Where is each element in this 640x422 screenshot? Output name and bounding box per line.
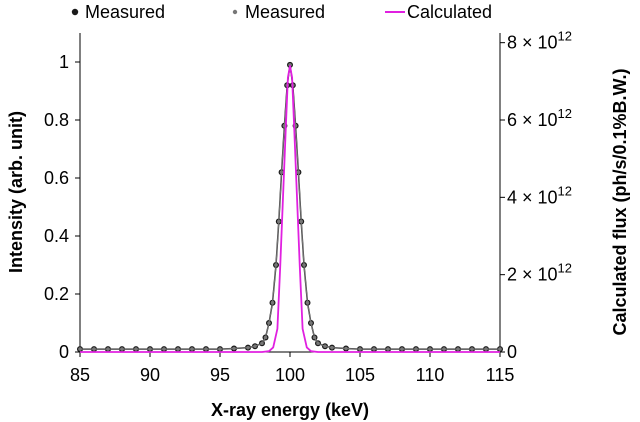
y-tick-label: 1 [59, 52, 69, 72]
data-point-measured-small [305, 300, 310, 305]
data-point-measured-small [316, 341, 320, 346]
data-point-measured-small [274, 263, 278, 267]
legend-marker-measured-small [232, 9, 238, 15]
series-line-measured-small [80, 64, 500, 350]
data-point-measured-small [372, 347, 376, 351]
x-tick-label: 110 [416, 365, 445, 385]
legend-marker-measured-large [71, 8, 79, 16]
data-point-measured-small [218, 347, 222, 351]
y-right-tick-label: 6 × 1012 [507, 106, 572, 130]
y-tick-label: 0.2 [44, 284, 69, 304]
data-point-measured-small [134, 347, 138, 351]
legend-label-measured-large: Measured [85, 2, 165, 22]
x-tick-label: 100 [275, 365, 305, 385]
data-point-measured-small [263, 335, 268, 340]
series-line-measured-large [80, 64, 500, 350]
x-tick-label: 105 [345, 365, 375, 385]
data-point-measured-small [330, 345, 334, 350]
data-point-measured-small [456, 347, 460, 351]
data-point-measured-small [358, 347, 362, 351]
data-point-measured-small [92, 347, 96, 351]
y-right-tick-label: 8 × 1012 [507, 29, 572, 53]
data-point-measured-small [312, 335, 317, 340]
data-point-measured-small [232, 346, 236, 351]
data-point-measured-small [267, 321, 271, 325]
ticks: 85 90 95 100 105 110 115 0 0.2 0.4 0.6 0.8 1 0 2 × 101… [44, 29, 572, 385]
y-axis-right-title: Calculated flux (ph/s/0.1%B.W.) [610, 68, 630, 335]
data-point-measured-small [148, 347, 152, 351]
data-point-measured-small [106, 347, 110, 351]
data-point-measured-small [246, 345, 250, 350]
data-point-measured-small [260, 341, 264, 346]
data-point-measured-small [400, 347, 404, 351]
legend: Measured Measured Calculated [71, 2, 492, 22]
y-tick-label: 0.8 [44, 110, 69, 130]
data-point-measured-small [428, 347, 432, 351]
data-point-measured-small [176, 347, 180, 351]
x-tick-label: 85 [70, 365, 90, 385]
axes [79, 33, 501, 353]
x-tick-label: 90 [140, 365, 160, 385]
y-tick-label: 0.4 [44, 226, 69, 246]
x-tick-label: 95 [210, 365, 230, 385]
y-tick-label: 0 [59, 342, 69, 362]
y-tick-label: 0.6 [44, 168, 69, 188]
data-point-measured-small [484, 347, 488, 351]
data-point-measured-small [299, 219, 304, 224]
data-point-measured-small [204, 347, 208, 351]
data-point-measured-small [309, 321, 313, 325]
data-point-measured-small [288, 63, 292, 67]
y-right-tick-label: 0 [507, 342, 517, 362]
data-point-measured-small [323, 344, 327, 349]
plot-area [77, 61, 503, 353]
data-point-measured-small [270, 300, 275, 305]
data-point-measured-small [296, 170, 301, 174]
x-axis-title: X-ray energy (keV) [211, 400, 369, 420]
data-point-measured-small [277, 219, 281, 224]
data-point-measured-small [498, 347, 502, 351]
data-point-measured-small [442, 347, 446, 351]
y-right-tick-label: 4 × 1012 [507, 183, 572, 207]
data-point-measured-small [344, 346, 348, 351]
y-axis-title: Intensity (arb. unit) [6, 111, 26, 273]
data-point-measured-small [162, 347, 166, 351]
data-point-measured-small [414, 347, 418, 351]
data-point-measured-small [190, 347, 194, 351]
data-point-measured-small [279, 170, 284, 174]
series-line-calculated [80, 65, 500, 353]
data-point-measured-small [302, 263, 306, 267]
data-point-measured-small [386, 347, 390, 351]
data-point-measured-small [253, 344, 257, 349]
data-point-measured-small [78, 347, 82, 351]
y-right-tick-label: 2 × 1012 [507, 261, 572, 285]
x-tick-label: 115 [486, 365, 515, 385]
legend-label-measured-small: Measured [245, 2, 325, 22]
data-point-measured-small [120, 347, 124, 351]
legend-label-calculated: Calculated [407, 2, 492, 22]
data-point-measured-small [470, 347, 474, 351]
